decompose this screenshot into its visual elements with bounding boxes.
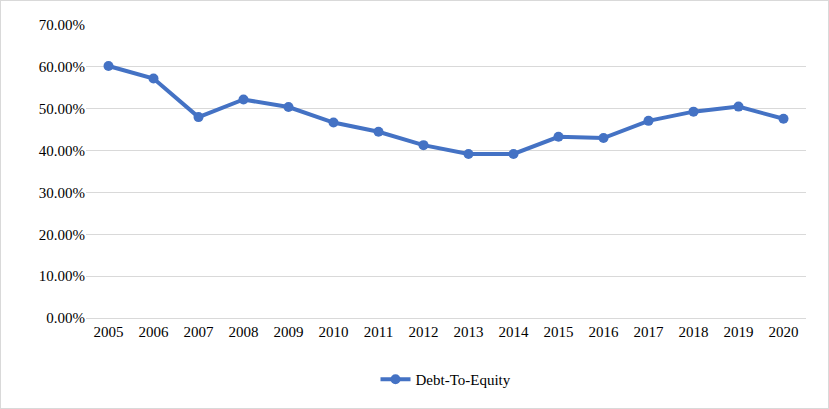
svg-text:2013: 2013 [454,324,484,340]
svg-text:2018: 2018 [679,324,709,340]
svg-text:2011: 2011 [364,324,393,340]
svg-text:70.00%: 70.00% [39,17,85,33]
svg-text:2006: 2006 [139,324,170,340]
svg-text:2020: 2020 [769,324,799,340]
svg-text:2009: 2009 [274,324,304,340]
svg-text:60.00%: 60.00% [39,59,85,75]
svg-text:2015: 2015 [544,324,574,340]
svg-text:20.00%: 20.00% [39,227,85,243]
svg-text:2007: 2007 [184,324,215,340]
svg-text:2014: 2014 [499,324,530,340]
svg-text:2017: 2017 [634,324,665,340]
svg-text:50.00%: 50.00% [39,101,85,117]
svg-text:2008: 2008 [229,324,259,340]
svg-text:40.00%: 40.00% [39,143,85,159]
svg-text:2012: 2012 [409,324,439,340]
svg-text:2010: 2010 [319,324,349,340]
svg-text:2005: 2005 [94,324,124,340]
svg-text:10.00%: 10.00% [39,268,85,284]
svg-text:2016: 2016 [589,324,620,340]
svg-text:2019: 2019 [724,324,754,340]
svg-text:30.00%: 30.00% [39,185,85,201]
svg-text:Debt-To-Equity: Debt-To-Equity [416,372,511,388]
svg-text:0.00%: 0.00% [46,310,85,326]
